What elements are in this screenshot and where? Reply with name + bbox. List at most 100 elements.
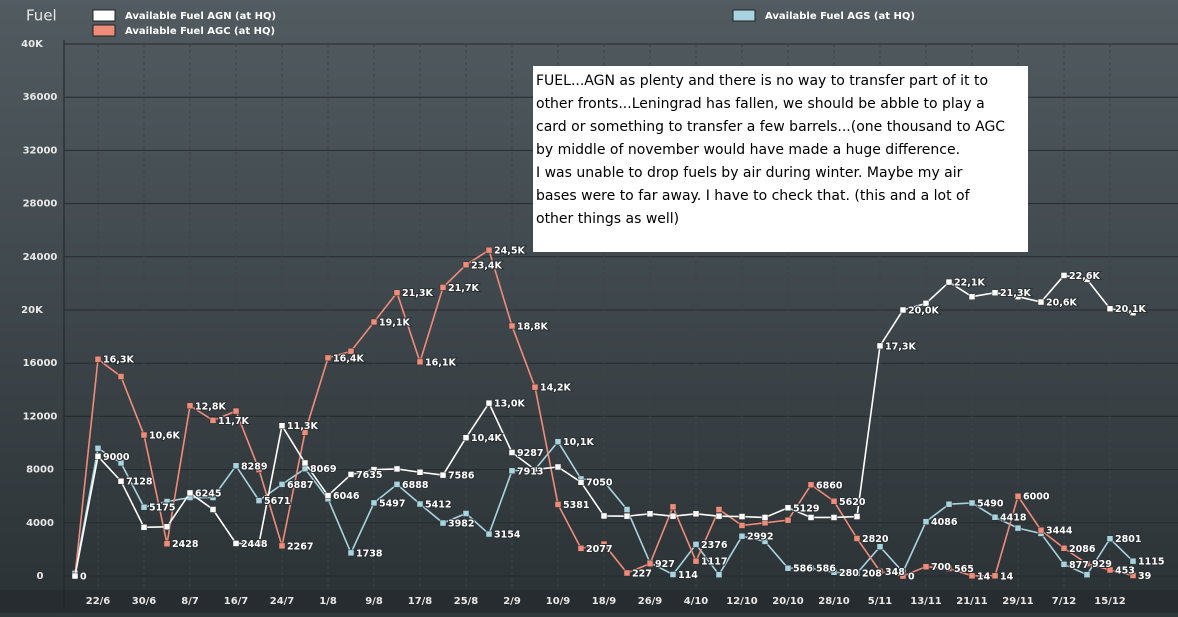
- chart-title: Fuel: [26, 7, 57, 25]
- data-label: 2086: [1069, 544, 1096, 555]
- x-tick-label: 2/9: [503, 596, 521, 607]
- point: [255, 466, 263, 473]
- data-label: 114: [678, 570, 698, 581]
- point: [715, 506, 723, 513]
- data-label: 7050: [586, 478, 613, 489]
- data-label: 2428: [172, 539, 199, 550]
- data-label: 2376: [701, 540, 728, 551]
- x-tick-label: 12/10: [726, 596, 758, 607]
- data-label: 22,6K: [1069, 271, 1100, 282]
- point: [232, 462, 240, 470]
- point: [117, 373, 125, 380]
- point: [669, 512, 677, 520]
- point: [71, 572, 79, 580]
- x-tick-label: 15/12: [1094, 596, 1126, 607]
- x-tick-label: 8/7: [181, 596, 199, 607]
- x-tick-label: 18/9: [592, 596, 617, 607]
- data-label: 5497: [379, 498, 405, 509]
- y-tick-label: 32000: [23, 145, 58, 156]
- data-label: 11,7K: [218, 416, 249, 427]
- x-tick-label: 28/10: [818, 596, 850, 607]
- data-label: 4086: [931, 517, 958, 528]
- legend-swatch: [92, 24, 116, 37]
- point: [163, 498, 171, 505]
- point: [324, 354, 332, 362]
- point: [968, 572, 976, 580]
- point: [324, 492, 332, 499]
- point: [278, 481, 286, 488]
- point: [117, 459, 125, 467]
- x-tick-label: 20/10: [772, 596, 804, 607]
- data-label: 10,6K: [149, 431, 180, 442]
- point: [715, 512, 723, 520]
- data-label: 23,4K: [471, 260, 502, 271]
- x-tick-label: 22/6: [86, 596, 111, 607]
- point: [117, 477, 125, 485]
- x-tick-label: 9/8: [365, 596, 383, 607]
- point: [577, 545, 585, 552]
- y-tick-label: 0: [37, 571, 44, 582]
- annotation-line: bases were to far away. I have to check …: [536, 188, 971, 204]
- legend-label: Available Fuel AGN (at HQ): [125, 11, 276, 22]
- point: [1106, 566, 1114, 574]
- point: [623, 512, 631, 520]
- data-label: 20,6K: [1046, 298, 1077, 309]
- point: [393, 481, 401, 488]
- data-label: 21,3K: [402, 288, 433, 299]
- point: [439, 284, 447, 291]
- x-tick-label: 30/6: [132, 596, 157, 607]
- annotation-line: other fronts...Leningrad has fallen, we …: [536, 96, 985, 112]
- point: [186, 489, 194, 497]
- point: [807, 481, 815, 489]
- data-label: 927: [655, 559, 675, 570]
- data-label: 586: [816, 564, 836, 575]
- point: [554, 438, 562, 445]
- point: [830, 498, 838, 505]
- point: [1037, 298, 1045, 306]
- data-label: 6000: [1023, 492, 1050, 503]
- point: [462, 510, 470, 517]
- point: [347, 471, 355, 478]
- point: [600, 540, 608, 548]
- y-tick-label: 16000: [23, 358, 58, 369]
- data-label: 14,2K: [540, 383, 571, 394]
- data-label: 12,8K: [195, 401, 226, 412]
- point: [347, 347, 355, 355]
- data-label: 0: [80, 572, 87, 583]
- data-label: 19,1K: [379, 317, 410, 328]
- data-label: 1738: [356, 548, 383, 559]
- data-label: 6860: [816, 480, 843, 491]
- data-label: 16,1K: [425, 357, 456, 368]
- point: [232, 407, 240, 415]
- data-label: 929: [1092, 559, 1112, 570]
- point: [393, 289, 401, 296]
- point: [830, 514, 838, 521]
- point: [600, 478, 608, 485]
- point: [738, 532, 746, 540]
- x-tick-label: 21/11: [956, 596, 988, 607]
- point: [508, 467, 516, 475]
- x-tick-label: 5/11: [868, 596, 893, 607]
- point: [370, 318, 378, 326]
- data-label: 21,3K: [1000, 288, 1031, 299]
- point: [416, 469, 424, 476]
- data-label: 7586: [448, 471, 475, 482]
- data-label: 565: [954, 564, 974, 575]
- point: [922, 518, 930, 525]
- data-label: 21,7K: [448, 283, 479, 294]
- legend-label: Available Fuel AGC (at HQ): [125, 26, 275, 37]
- legend-swatch: [732, 9, 756, 22]
- point: [853, 513, 861, 520]
- data-label: 5129: [793, 503, 819, 514]
- x-tick-label: 24/7: [270, 596, 295, 607]
- annotation-line: I was unable to drop fuels by air during…: [536, 165, 963, 181]
- point: [140, 503, 148, 511]
- point: [370, 466, 378, 473]
- point: [623, 569, 631, 577]
- data-label: 348: [885, 567, 905, 578]
- point: [94, 445, 102, 452]
- legend-label: Available Fuel AGS (at HQ): [765, 11, 915, 22]
- point: [485, 530, 493, 538]
- y-tick-label: 20K: [21, 305, 44, 316]
